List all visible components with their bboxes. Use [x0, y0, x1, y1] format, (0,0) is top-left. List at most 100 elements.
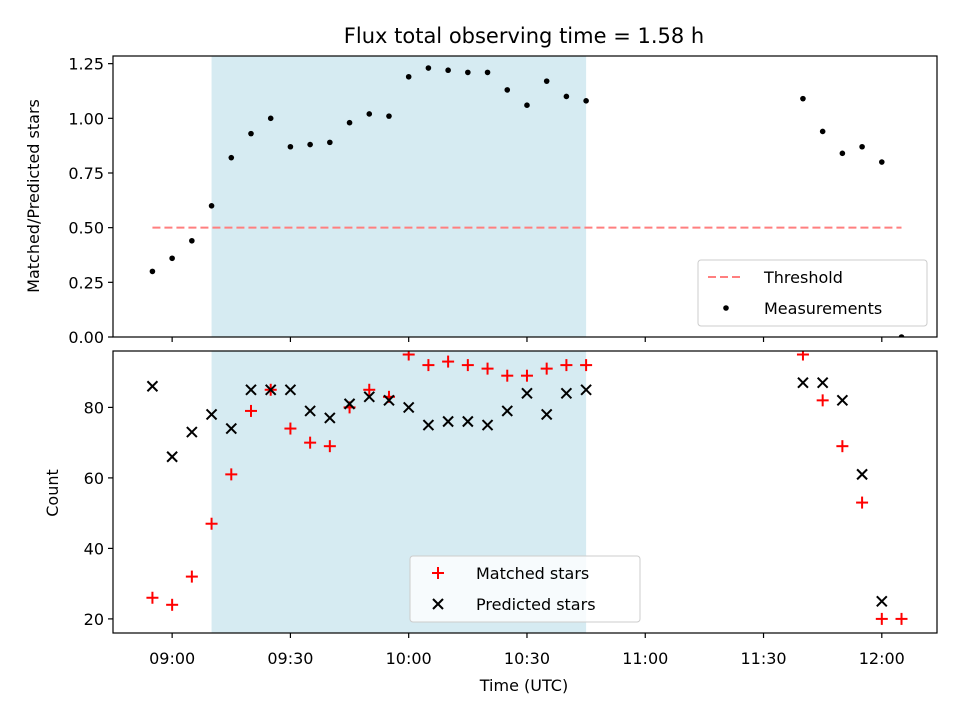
predicted-stars-point-2 [186, 426, 198, 438]
predicted-stars-point-8 [304, 405, 316, 417]
measurements-point-2 [189, 237, 195, 244]
predicted-stars-point-13-b [402, 401, 415, 414]
predicted-stars-point-13 [402, 401, 415, 414]
top-legend-box [697, 259, 928, 327]
top-y-tick-label-1: 0.25 [68, 273, 104, 292]
matched-stars-point-28 [895, 612, 908, 625]
measurements-point-9 [327, 139, 333, 146]
matched-stars-point-3 [205, 517, 218, 530]
predicted-stars-point-15 [442, 415, 454, 428]
predicted-stars-point-7 [284, 384, 297, 396]
bottom-y-tick-label-3: 80 [84, 398, 104, 417]
x-axis: 09:00 09:30 10:00 10:30 11:00 11:30 12:00 [149, 649, 905, 668]
predicted-stars-point-8-b [304, 405, 316, 417]
top-panel: 0.00 0.25 0.50 0.75 1.00 1.25 Threshold Measure… [68, 55, 938, 347]
predicted-stars-point-11 [363, 391, 375, 403]
predicted-stars-point-18-b [501, 405, 513, 417]
predicted-stars-point-24 [816, 377, 829, 389]
predicted-stars-point-2-b [186, 426, 198, 438]
x-tick-label-6: 12:00 [859, 649, 905, 668]
x-tick-label-4: 11:00 [622, 649, 668, 668]
predicted-stars-point-1-b [166, 451, 178, 463]
matched-stars-point-21 [560, 359, 573, 372]
matched-stars-point-19 [520, 369, 533, 382]
measurements-point-18 [504, 87, 511, 93]
x-axis-label: Time (UTC) [479, 676, 568, 695]
predicted-stars-point-27-b [876, 595, 888, 607]
matched-stars-point-4 [225, 468, 238, 481]
measurements-point-13 [405, 73, 412, 80]
predicted-stars-point-0-b [146, 380, 159, 392]
measurements-point-23 [800, 95, 806, 102]
bottom-panel: 20 40 60 80 Matched stars Predicted stars [84, 350, 938, 638]
matched-stars-point-22 [580, 359, 593, 372]
measurements-point-8 [307, 141, 313, 148]
predicted-stars-point-15-b [442, 415, 454, 428]
predicted-stars-point-10-b [343, 398, 356, 410]
bottom-data [146, 351, 908, 625]
predicted-stars-point-19 [521, 387, 533, 400]
matched-stars-point-11 [363, 383, 376, 396]
top-y-tick-label-5: 1.25 [68, 55, 104, 74]
measurements-point-6 [267, 115, 274, 122]
matched-stars-point-8 [304, 436, 317, 449]
predicted-stars-point-17 [481, 419, 494, 431]
predicted-stars-point-23 [797, 377, 809, 389]
measurements-point-24 [819, 128, 826, 135]
predicted-stars-point-9 [324, 412, 336, 424]
bottom-plot-frame [112, 350, 938, 634]
predicted-stars-point-4 [225, 422, 237, 435]
measurements-point-20 [543, 78, 550, 84]
predicted-stars-point-6-b [264, 384, 277, 396]
x-tick-label-2: 10:00 [386, 649, 432, 668]
measurements-point-7 [287, 143, 294, 150]
x-tick-label-5: 11:30 [740, 649, 786, 668]
measurements-point-25 [839, 150, 846, 157]
legend-label-measurements: Measurements [764, 299, 882, 318]
measurements-point-16 [465, 69, 471, 76]
bottom-legend-box [409, 555, 641, 623]
matched-stars-point-5 [244, 404, 257, 417]
predicted-stars-point-25-b [836, 394, 849, 407]
matched-stars-point-27 [875, 612, 888, 625]
predicted-stars-point-4-b [225, 422, 237, 435]
predicted-stars-point-12-b [383, 394, 395, 407]
predicted-stars-point-10 [343, 398, 356, 410]
x-tick-label-3: 10:30 [504, 649, 550, 668]
matched-stars-point-15 [442, 355, 455, 368]
matched-stars-point-18 [501, 369, 514, 382]
predicted-stars-point-9-b [324, 412, 336, 424]
measurements-point-10 [346, 119, 353, 126]
measurements-point-15 [445, 67, 451, 74]
bottom-y-tick-label-0: 20 [84, 610, 104, 629]
top-y-tick-label-0: 0.00 [68, 328, 104, 347]
matched-stars-point-1 [166, 598, 179, 611]
measurements-point-1 [169, 255, 175, 262]
predicted-stars-point-16 [462, 415, 474, 428]
predicted-stars-point-26-b [856, 468, 868, 481]
predicted-stars-point-19-b [521, 387, 533, 400]
matched-stars-point-9 [323, 440, 336, 453]
predicted-stars-point-26 [856, 468, 868, 481]
predicted-stars-point-17-b [481, 419, 494, 431]
matched-stars-point-2 [185, 570, 198, 583]
predicted-stars-point-18 [501, 405, 513, 417]
predicted-stars-point-22-b [580, 384, 592, 396]
measurements-point-27 [879, 159, 885, 165]
top-data [149, 65, 905, 337]
predicted-stars-point-16-b [462, 415, 474, 428]
predicted-stars-point-20 [540, 408, 553, 421]
top-y-tick-label-4: 1.00 [68, 109, 104, 128]
predicted-stars-point-20-b [540, 408, 553, 421]
matched-stars-point-13 [402, 351, 415, 361]
legend-label-matched-stars: Matched stars [476, 564, 589, 583]
predicted-stars-point-12 [383, 394, 395, 407]
predicted-stars-point-3-b [205, 408, 218, 421]
predicted-stars-point-14 [422, 419, 435, 431]
measurements-point-28 [898, 334, 905, 337]
measurements-point-0 [149, 268, 156, 275]
predicted-stars-point-24-b [816, 377, 829, 389]
top-y-tick-label-3: 0.75 [68, 164, 104, 183]
measurements-point-21 [563, 93, 570, 100]
bottom-legend: Matched stars Predicted stars [409, 555, 641, 623]
